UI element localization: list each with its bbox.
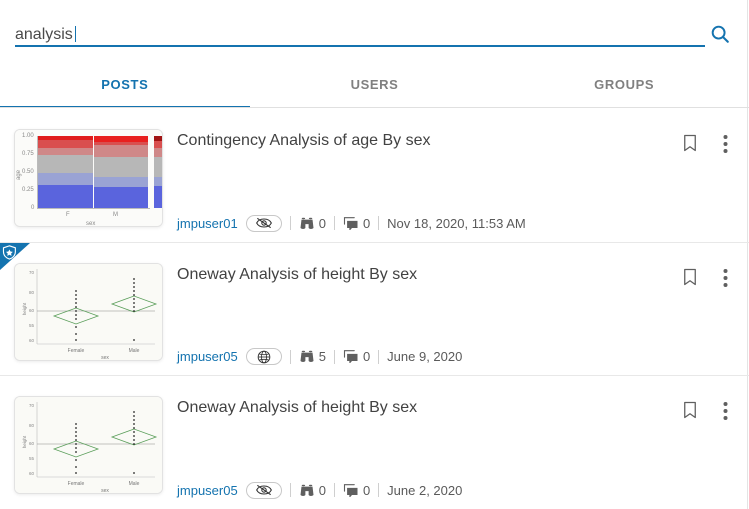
svg-text:55: 55 — [29, 323, 35, 328]
svg-text:Female: Female — [68, 481, 85, 487]
svg-text:80: 80 — [29, 290, 35, 295]
svg-text:70: 70 — [29, 403, 35, 408]
svg-text:60: 60 — [29, 471, 35, 476]
svg-text:60: 60 — [29, 441, 35, 446]
svg-text:Male: Male — [129, 348, 140, 354]
svg-text:Female: Female — [68, 348, 85, 354]
svg-text:height: height — [22, 302, 27, 315]
svg-text:sex: sex — [101, 355, 109, 361]
svg-text:55: 55 — [29, 456, 35, 461]
svg-text:sex: sex — [101, 488, 109, 494]
svg-text:60: 60 — [29, 308, 35, 313]
svg-text:Male: Male — [129, 481, 140, 487]
svg-text:height: height — [22, 435, 27, 448]
svg-text:60: 60 — [29, 338, 35, 343]
svg-text:80: 80 — [29, 423, 35, 428]
svg-text:70: 70 — [29, 270, 35, 275]
